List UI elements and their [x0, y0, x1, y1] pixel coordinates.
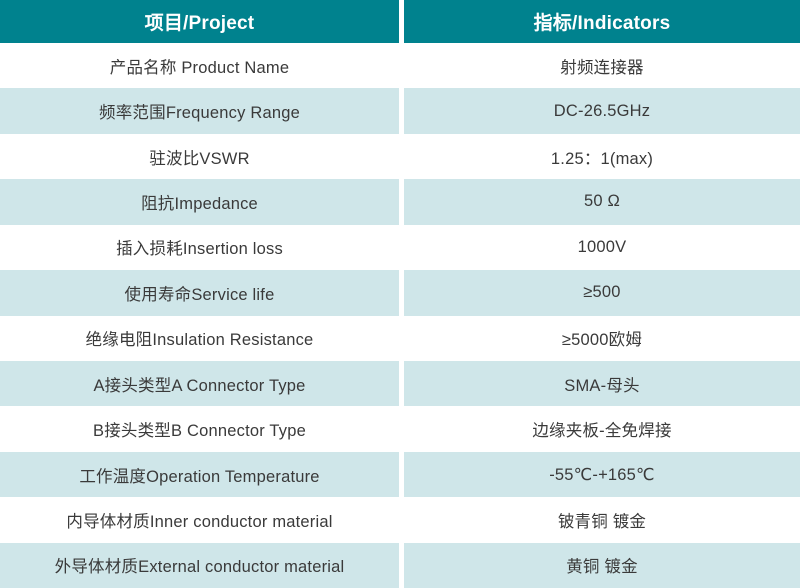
column-divider	[399, 224, 404, 271]
project-cell: B接头类型B Connector Type	[93, 422, 306, 441]
project-cell: 阻抗Impedance	[141, 194, 258, 213]
indicator-cell: -55℃-+165℃	[549, 465, 655, 484]
project-cell: 外导体材质External conductor material	[54, 558, 345, 577]
header-cell-indicators: 指标/Indicators	[533, 13, 671, 34]
indicator-cell: 边缘夹板-全免焊接	[532, 422, 672, 441]
column-divider	[399, 451, 404, 498]
column-divider	[399, 406, 404, 452]
column-divider	[399, 88, 404, 134]
indicator-cell: 黄铜 镀金	[566, 558, 638, 577]
table-row: B接头类型B Connector Type 边缘夹板-全免焊接	[0, 406, 800, 452]
indicator-cell: 1000V	[577, 237, 627, 256]
indicator-cell: 1.25：1(max)	[550, 149, 654, 168]
project-cell: 驻波比VSWR	[149, 149, 250, 168]
table-row: 绝缘电阻Insulation Resistance ≥5000欧姆	[0, 315, 800, 361]
table-row: 外导体材质External conductor material 黄铜 镀金	[0, 542, 800, 588]
table-row: 阻抗Impedance 50 Ω	[0, 179, 800, 225]
table-row: 内导体材质Inner conductor material 铍青铜 镀金	[0, 497, 800, 543]
column-divider	[399, 0, 404, 43]
indicator-cell: DC-26.5GHz	[553, 101, 651, 120]
column-divider	[399, 315, 404, 361]
indicator-cell: 铍青铜 镀金	[557, 512, 647, 531]
column-divider	[399, 133, 404, 180]
project-cell: 内导体材质Inner conductor material	[66, 512, 333, 531]
table-row: 插入损耗Insertion loss 1000V	[0, 224, 800, 271]
table-body: 产品名称 Product Name 射频连接器 频率范围Frequency Ra…	[0, 43, 800, 588]
table-row: 工作温度Operation Temperature -55℃-+165℃	[0, 451, 800, 498]
project-cell: 工作温度Operation Temperature	[79, 467, 320, 486]
column-divider	[399, 270, 404, 316]
table-row: A接头类型A Connector Type SMA-母头	[0, 360, 800, 407]
project-cell: 使用寿命Service life	[124, 285, 275, 304]
indicator-cell: ≥5000欧姆	[561, 331, 643, 350]
project-cell: 绝缘电阻Insulation Resistance	[85, 331, 314, 350]
table-row: 使用寿命Service life ≥500	[0, 270, 800, 316]
table-header-row: 项目/Project 指标/Indicators	[0, 0, 800, 43]
indicator-cell: 50 Ω	[583, 192, 621, 211]
column-divider	[399, 179, 404, 225]
project-cell: A接头类型A Connector Type	[93, 376, 306, 395]
column-divider	[399, 542, 404, 588]
column-divider	[399, 360, 404, 407]
indicator-cell: ≥500	[583, 283, 621, 302]
table-row: 频率范围Frequency Range DC-26.5GHz	[0, 88, 800, 134]
header-cell-project: 项目/Project	[144, 13, 255, 34]
table-row: 驻波比VSWR 1.25：1(max)	[0, 133, 800, 180]
project-cell: 插入损耗Insertion loss	[116, 240, 283, 259]
column-divider	[399, 497, 404, 543]
column-divider	[399, 43, 404, 89]
table-row: 产品名称 Product Name 射频连接器	[0, 43, 800, 89]
project-cell: 产品名称 Product Name	[109, 58, 290, 77]
indicator-cell: 射频连接器	[560, 58, 644, 77]
indicator-cell: SMA-母头	[564, 376, 640, 395]
project-cell: 频率范围Frequency Range	[99, 104, 300, 123]
